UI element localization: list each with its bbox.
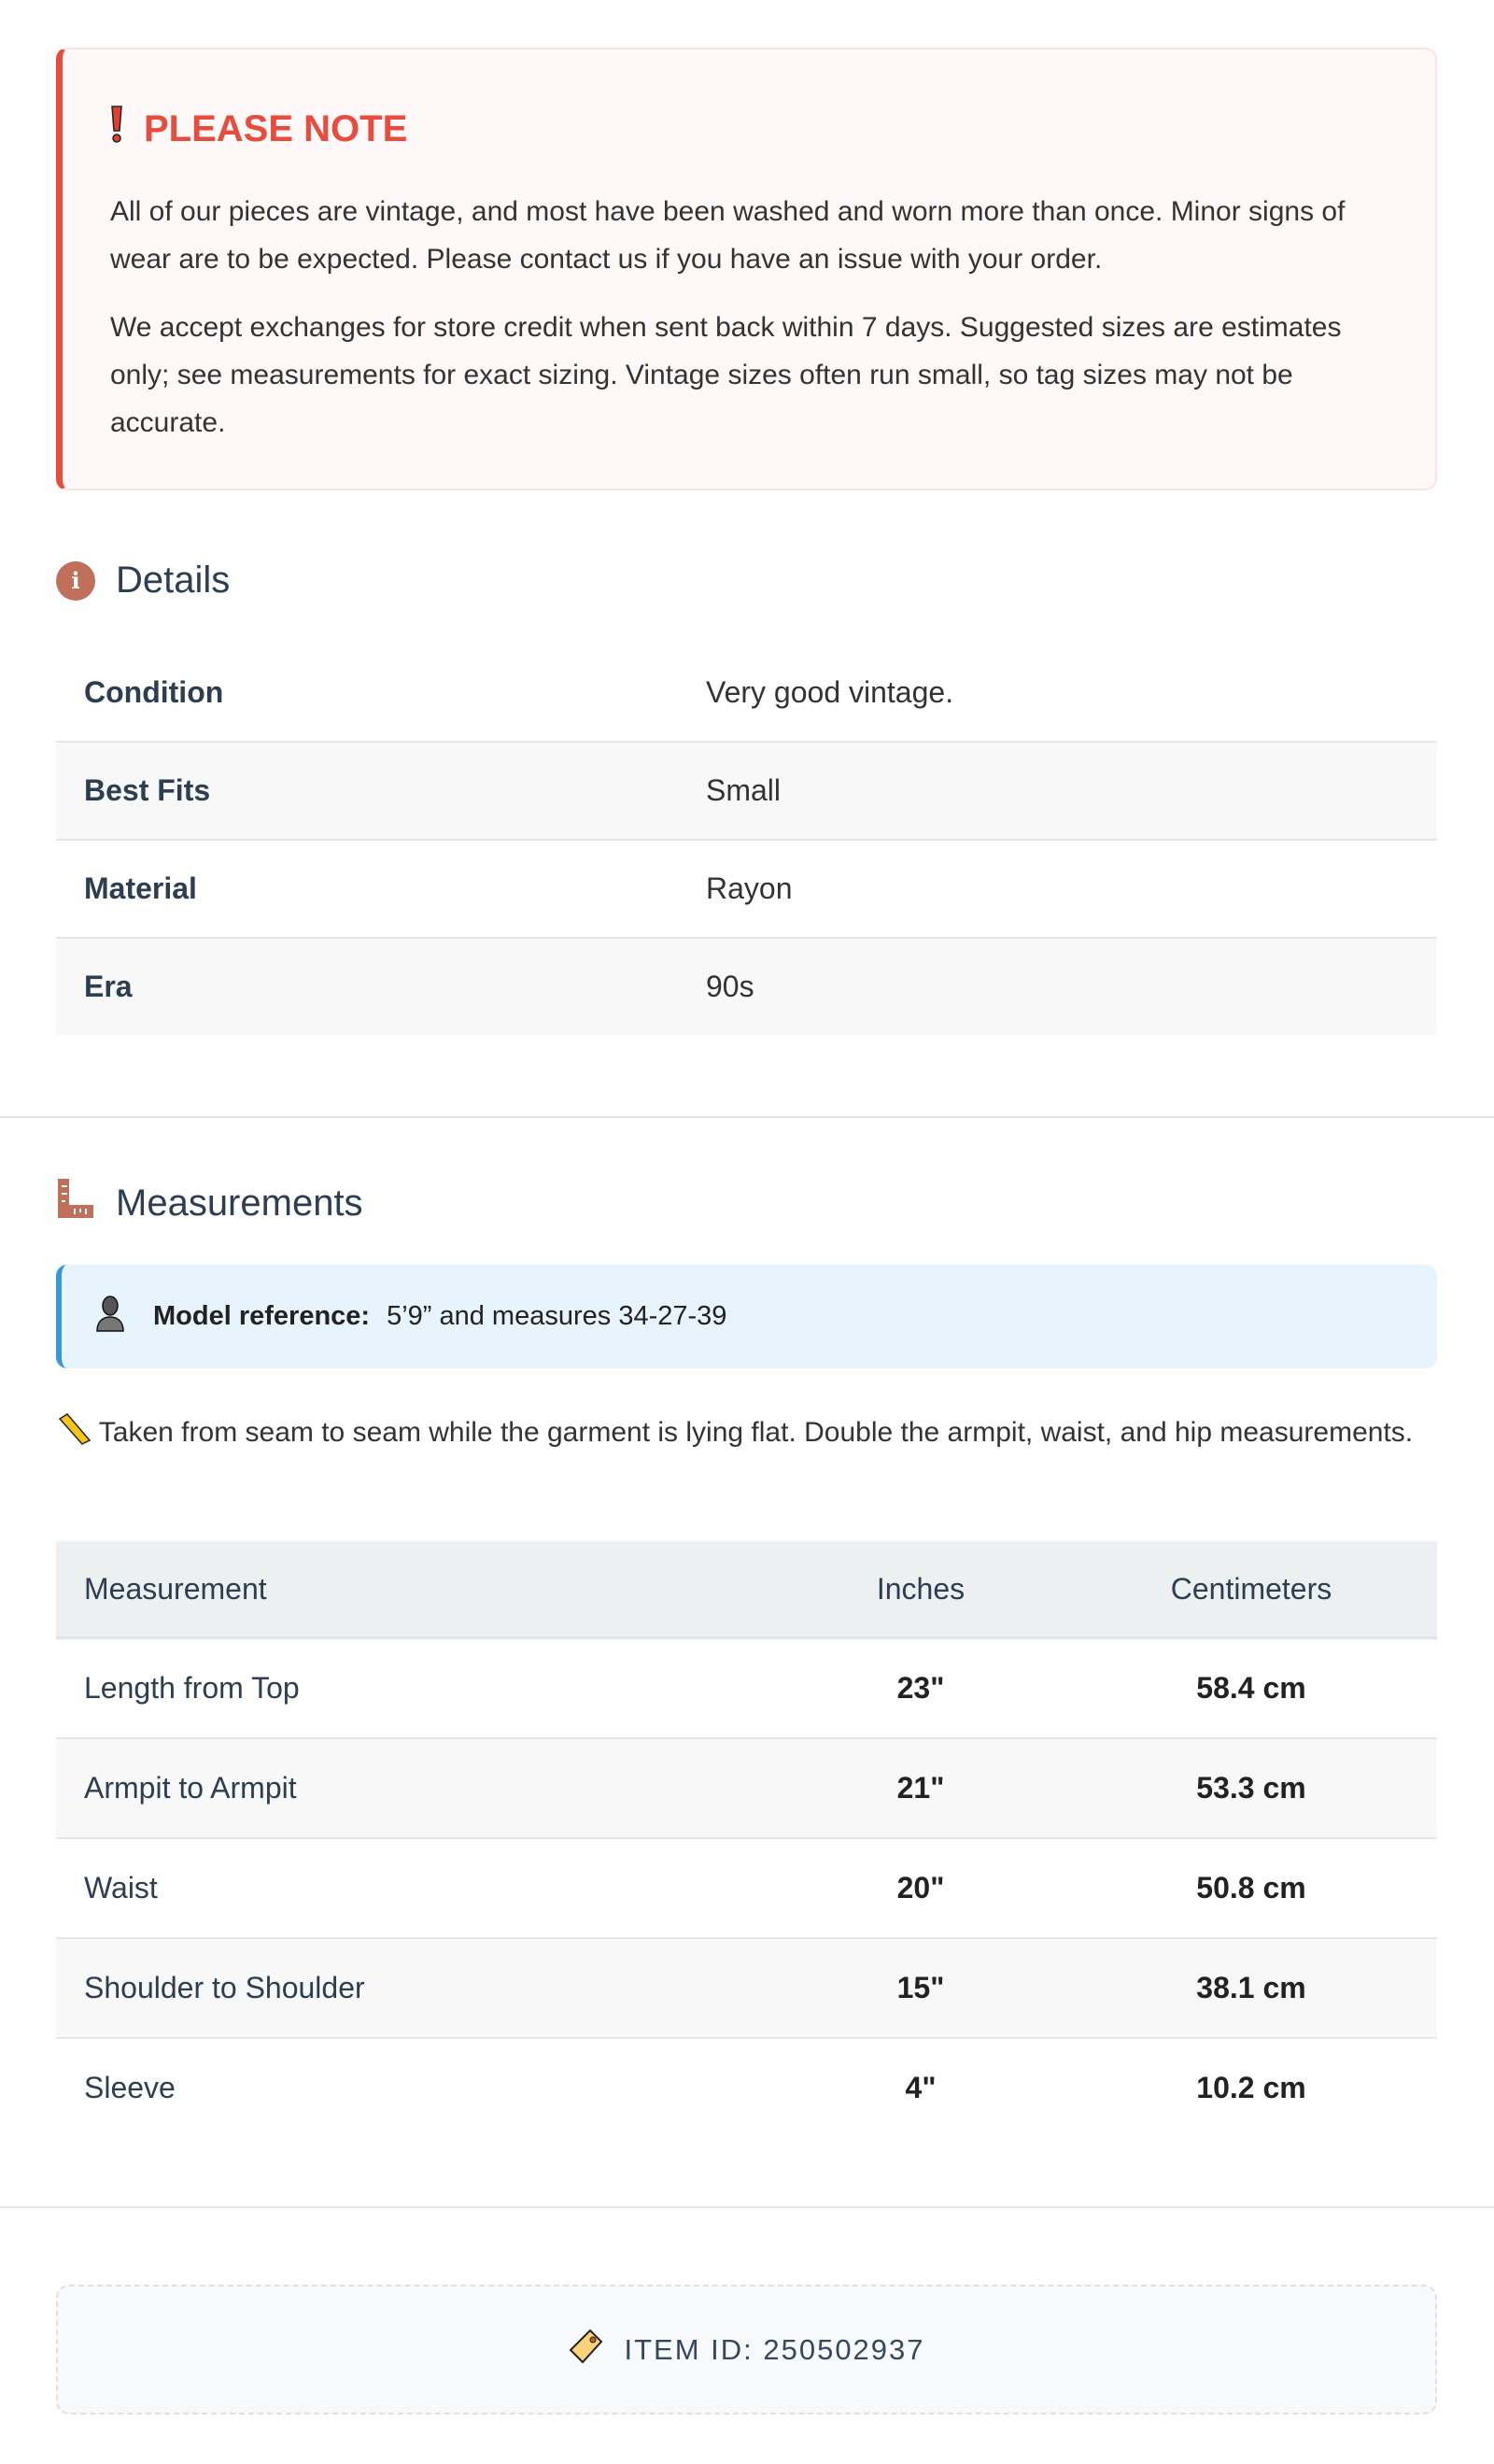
measurement-note: Taken from seam to seam while the garmen… (56, 1409, 1437, 1456)
details-heading: i Details (56, 559, 1437, 602)
ruler-icon (56, 1177, 95, 1229)
model-reference: Model reference: 5’9” and measures 34-27… (56, 1265, 1437, 1368)
table-row: Armpit to Armpit 21" 53.3 cm (56, 1738, 1437, 1839)
notice-paragraph: All of our pieces are vintage, and most … (110, 196, 1346, 275)
pencil-ruler-icon (56, 1413, 92, 1448)
table-row: Sleeve 4" 10.2 cm (84, 2071, 1306, 2104)
table-row: Length from Top 23" 58.4 cm (56, 1637, 1437, 1739)
info-icon: i (56, 560, 95, 601)
table-row: Shoulder to Shoulder 15" 38.1 cm (56, 1938, 1437, 2039)
section-divider (0, 2206, 1494, 2208)
tag-icon (568, 2328, 605, 2372)
measurements-table: Measurement Inches Centimeters Length fr… (56, 1541, 1437, 2137)
measurements-heading: Measurements (56, 1177, 1437, 1229)
notice-title: PLEASE NOTE (110, 106, 1387, 152)
table-row: Material Rayon (56, 840, 1437, 939)
person-icon (95, 1295, 125, 1339)
details-table: Condition Very good vintage. Best Fits Sma… (56, 644, 1437, 1035)
notice-paragraph: We accept exchanges for store credit whe… (110, 312, 1342, 438)
exclamation-icon (110, 106, 123, 152)
section-divider (0, 1116, 1494, 1118)
table-row: Waist 20" 50.8 cm (56, 1838, 1437, 1939)
table-header: Measurement Inches Centimeters (56, 1541, 1437, 1639)
item-id-box: ITEM ID: 250502937 (56, 2285, 1437, 2414)
notice-box: PLEASE NOTE All of our pieces are vintag… (56, 48, 1437, 490)
table-row: Best Fits Small (56, 742, 1437, 841)
table-row: Era 90s (56, 938, 1437, 1035)
table-row: Condition Very good vintage. (56, 644, 1437, 743)
